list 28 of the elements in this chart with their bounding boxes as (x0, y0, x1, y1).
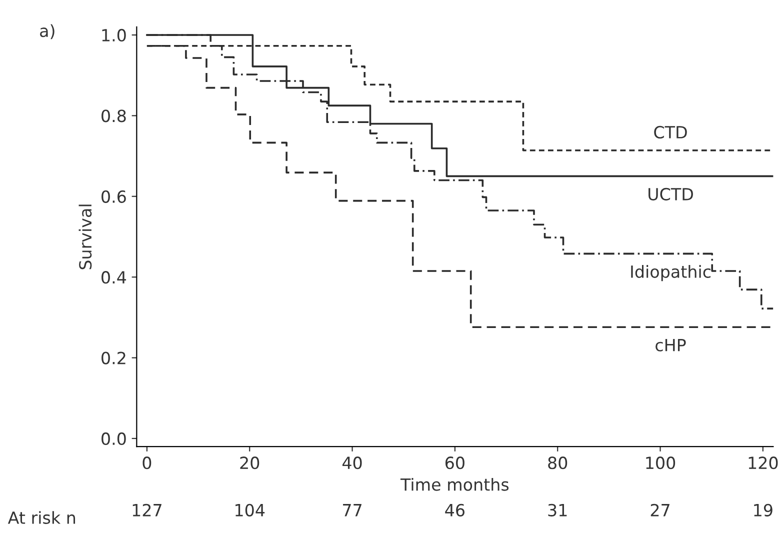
series-label: Idiopathic (631, 265, 710, 282)
x-tick-label: 40 (342, 456, 362, 470)
text: At risk n (8, 511, 76, 524)
y-axis-title: Survival (78, 204, 92, 270)
x-tick-label: 20 (240, 456, 260, 470)
text: 104 (236, 504, 265, 516)
x-tick-label: 80 (548, 456, 568, 470)
text: a) (40, 24, 54, 40)
y-tick-label: 0.4 (102, 271, 126, 284)
y-tick-label: 1.0 (102, 28, 126, 42)
text: 31 (548, 504, 567, 516)
text: 127 (132, 504, 162, 516)
x-tick-label: 60 (445, 456, 464, 470)
y-tick-label: 0.8 (102, 110, 126, 122)
x-axis-title: Time months (400, 478, 509, 491)
y-tick-label: 0.6 (102, 190, 126, 203)
text: 19 (754, 504, 772, 516)
x-tick-label: 120 (748, 456, 778, 470)
text: 77 (343, 504, 362, 516)
y-tick-label: 0.2 (102, 352, 126, 364)
x-tick-label: 0 (142, 456, 152, 470)
series-label: cHP (656, 338, 686, 352)
x-tick-label: 100 (646, 456, 676, 470)
y-tick-label: 0.0 (102, 432, 126, 446)
text: 27 (650, 504, 670, 516)
text: 46 (445, 504, 464, 516)
series-label: CTD (654, 126, 687, 139)
series-label: UCTD (648, 188, 693, 200)
